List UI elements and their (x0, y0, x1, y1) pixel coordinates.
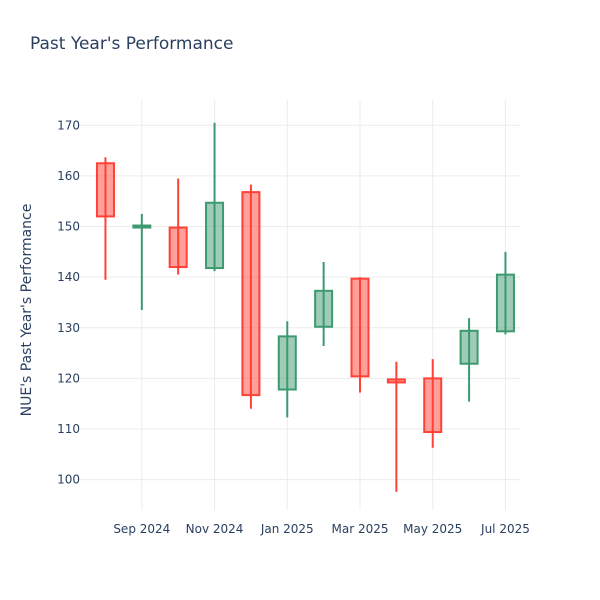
y-tick-label: 120 (57, 371, 80, 385)
candle-body (495, 273, 515, 333)
x-tick-label: Nov 2024 (186, 522, 244, 536)
x-tick-label: Sep 2024 (113, 522, 170, 536)
candle-body (350, 277, 370, 378)
y-tick-label: 110 (57, 422, 80, 436)
candle-bodies (95, 162, 515, 434)
x-tick-label: May 2025 (403, 522, 462, 536)
x-tick-label: Jul 2025 (480, 522, 530, 536)
grid-lines (80, 100, 520, 510)
candle-body (205, 201, 225, 270)
candle-body (132, 224, 152, 229)
y-tick-label: 150 (57, 220, 80, 234)
y-tick-label: 130 (57, 321, 80, 335)
candle-wicks (104, 122, 507, 492)
candle-body (168, 226, 188, 269)
candle-body (423, 377, 443, 434)
candle-body (277, 335, 297, 391)
candle-body (314, 289, 334, 328)
candle-body (241, 191, 261, 397)
y-tick-label: 160 (57, 169, 80, 183)
x-axis-ticks: Sep 2024 Nov 2024 Jan 2025 Mar 2025 May 2025… (113, 522, 530, 536)
y-tick-label: 170 (57, 118, 80, 132)
chart-title: Past Year's Performance (30, 34, 234, 54)
candle-body (95, 162, 115, 218)
x-tick-label: Jan 2025 (260, 522, 314, 536)
y-tick-label: 100 (57, 473, 80, 487)
candle-body (386, 378, 406, 384)
candle-body (459, 329, 479, 365)
y-axis-ticks: 100 110 120 130 140 150 160 170 (57, 118, 80, 486)
x-tick-label: Mar 2025 (332, 522, 389, 536)
y-tick-label: 140 (57, 270, 80, 284)
